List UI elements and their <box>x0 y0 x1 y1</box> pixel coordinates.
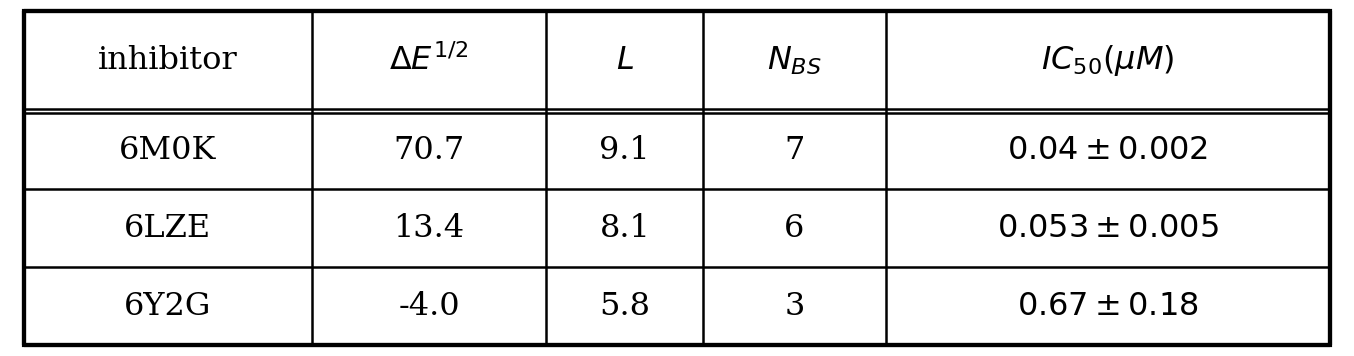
Text: $0.053 \pm 0.005$: $0.053 \pm 0.005$ <box>997 213 1219 244</box>
Text: 13.4: 13.4 <box>394 213 464 244</box>
Text: 9.1: 9.1 <box>600 135 650 166</box>
Text: 70.7: 70.7 <box>394 135 464 166</box>
Text: 6LZE: 6LZE <box>125 213 211 244</box>
Text: -4.0: -4.0 <box>398 291 460 322</box>
Text: 3: 3 <box>784 291 804 322</box>
Text: $0.04 \pm 0.002$: $0.04 \pm 0.002$ <box>1007 135 1208 166</box>
Text: $L$: $L$ <box>616 46 634 77</box>
Text: 7: 7 <box>784 135 804 166</box>
Text: 6Y2G: 6Y2G <box>125 291 211 322</box>
Text: $\Delta E^{1/2}$: $\Delta E^{1/2}$ <box>390 44 468 77</box>
Text: 5.8: 5.8 <box>600 291 650 322</box>
Text: 6: 6 <box>784 213 804 244</box>
Text: 8.1: 8.1 <box>600 213 650 244</box>
Text: $N_{BS}$: $N_{BS}$ <box>768 45 822 77</box>
Text: $IC_{50}(\mu M)$: $IC_{50}(\mu M)$ <box>1041 43 1174 78</box>
Text: $0.67 \pm 0.18$: $0.67 \pm 0.18$ <box>1017 291 1198 322</box>
Text: inhibitor: inhibitor <box>97 46 238 77</box>
Text: 6M0K: 6M0K <box>119 135 217 166</box>
